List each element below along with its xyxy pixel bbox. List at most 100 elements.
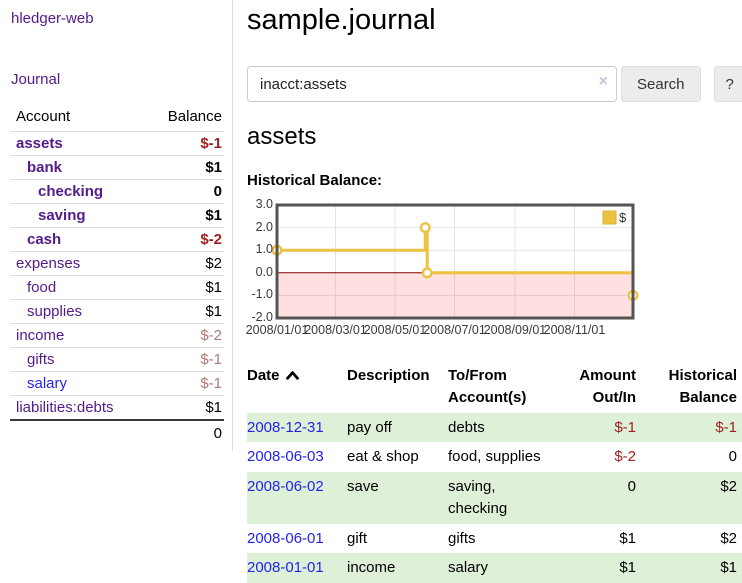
search-button[interactable]: Search [621,66,701,102]
y-axis-tick-label: 0.0 [255,264,273,279]
account-balance: $-2 [200,231,222,248]
search-box: × [247,66,617,102]
register-table: Date Description To/From Account(s) Amount … [247,363,742,583]
app-title-link[interactable]: hledger-web [11,10,94,27]
transaction-accounts: debts [448,418,485,436]
sidebar-account-link-gifts[interactable]: gifts [27,351,55,368]
account-balance: $1 [205,279,222,296]
transaction-description: save [347,478,379,495]
account-balance: $1 [205,159,222,176]
sidebar-account-link-liabilities-debts[interactable]: liabilities:debts [16,399,114,416]
accounts-header-account: Account [16,108,71,125]
accounts-table: Account Balance assets $-1 bank $1 checking 0… [10,105,224,445]
account-row: bank $1 [10,156,224,180]
sidebar: hledger-web Journal Account Balance asse… [0,0,233,451]
y-axis-tick-label: -1.0 [251,287,273,302]
transaction-balance: $2 [720,478,737,495]
sort-ascending-icon [285,371,299,380]
transaction-description: income [347,559,396,577]
help-button[interactable]: ? [713,66,742,102]
transaction-date-link[interactable]: 2008-12-31 [247,418,324,436]
search-form: × Search ? [247,66,742,102]
historical-balance-chart[interactable]: $3.0 2.0 1.0 0.0 -1.0 -2.0 2008/01/01 2008/03/0… [246,197,641,343]
transaction-accounts: gifts [448,529,476,547]
search-input[interactable] [247,66,617,102]
sidebar-account-link-income[interactable]: income [16,327,65,344]
x-axis-tick-label: 2008/03/01 [304,323,367,337]
transaction-date-link[interactable]: 2008-06-03 [247,448,324,466]
sidebar-account-link-food[interactable]: food [27,279,57,296]
sidebar-account-link-checking[interactable]: checking [38,183,104,200]
transaction-date-link[interactable]: 2008-01-01 [247,559,324,577]
account-row: gifts $-1 [10,348,224,372]
account-balance: $1 [205,399,222,416]
chart-canvas: $ [271,203,639,320]
transaction-amount: $1 [619,529,636,547]
sidebar-account-link-bank[interactable]: bank [27,159,63,176]
account-row: salary $-1 [10,372,224,396]
transaction-description: gift [347,529,368,547]
y-axis-tick-label: -2.0 [251,310,273,324]
account-balance: $-1 [200,351,222,368]
account-heading: assets [247,123,317,150]
transaction-row[interactable]: 2008-12-31 pay off debts $-1 $-1 [247,412,742,443]
account-row: expenses $2 [10,252,224,276]
account-balance: $-1 [200,135,222,152]
sidebar-account-link-assets[interactable]: assets [16,135,63,152]
register-header-description: Description [347,367,430,384]
accounts-total-balance: 0 [213,425,222,442]
y-axis-tick-label: 3.0 [255,197,273,211]
transaction-row[interactable]: 2008-06-03 eat & shop food, supplies $-2 0 [247,442,742,472]
transaction-row[interactable]: 2008-06-01 gift gifts $1 $2 [247,524,742,554]
account-row: food $1 [10,276,224,300]
transaction-balance: $1 [720,559,737,577]
sidebar-account-link-cash[interactable]: cash [27,231,62,248]
transaction-accounts: saving, checking [448,478,508,517]
register-header-accounts: To/From Account(s) [448,367,527,406]
chart-title: Historical Balance: [247,172,383,189]
sidebar-account-link-salary[interactable]: salary [27,375,68,392]
y-axis-tick-label: 1.0 [255,242,273,257]
sidebar-item-journal[interactable]: Journal [11,71,61,88]
transaction-balance: $-1 [715,418,737,436]
sidebar-account-link-expenses[interactable]: expenses [16,255,81,272]
sidebar-account-link-supplies[interactable]: supplies [27,303,83,320]
x-axis-tick-label: 2008/05/01 [363,323,427,337]
account-balance: 0 [213,183,222,200]
transaction-description: eat & shop [347,448,419,466]
transaction-balance: $2 [720,529,737,547]
transaction-description: pay off [347,418,392,436]
clear-search-icon[interactable]: × [598,73,608,90]
register-header-amount: Amount Out/In [579,367,636,406]
x-axis-tick-label: 2008/09/01 [483,323,547,337]
register-header-balance: Historical Balance [668,367,737,406]
account-row: assets $-1 [10,132,224,156]
x-axis-tick-label: 2008/07/01 [423,323,486,337]
account-balance: $-2 [200,327,222,344]
transaction-date-link[interactable]: 2008-06-02 [247,478,324,495]
page-title: sample.journal [247,4,436,36]
transaction-amount: 0 [627,478,636,495]
register-header-row: Date Description To/From Account(s) Amount … [247,363,742,413]
accounts-header-balance: Balance [167,108,222,125]
legend-label: $ [619,210,627,225]
account-balance: $1 [205,207,222,224]
data-point-marker[interactable] [419,222,431,234]
sidebar-account-link-saving[interactable]: saving [38,207,86,224]
data-point-marker[interactable] [421,267,433,279]
account-balance: $-1 [200,375,222,392]
account-balance: $1 [205,303,222,320]
transaction-row[interactable]: 2008-06-02 save saving, checking 0 $2 [247,472,742,524]
account-balance: $2 [205,255,222,272]
transaction-row[interactable]: 2008-01-01 income salary $1 $1 [247,553,742,583]
chart-legend: $ [602,210,627,225]
transaction-accounts: food, supplies [448,448,541,466]
accounts-total-row: 0 [10,420,224,445]
y-axis-tick-label: 2.0 [255,219,273,234]
x-axis-tick-label: 2008/11/01 [543,323,606,337]
transaction-balance: 0 [728,448,737,466]
register-header-date[interactable]: Date [247,363,347,413]
x-axis-tick-label: 2008/01/01 [245,323,309,337]
transaction-date-link[interactable]: 2008-06-01 [247,529,324,547]
